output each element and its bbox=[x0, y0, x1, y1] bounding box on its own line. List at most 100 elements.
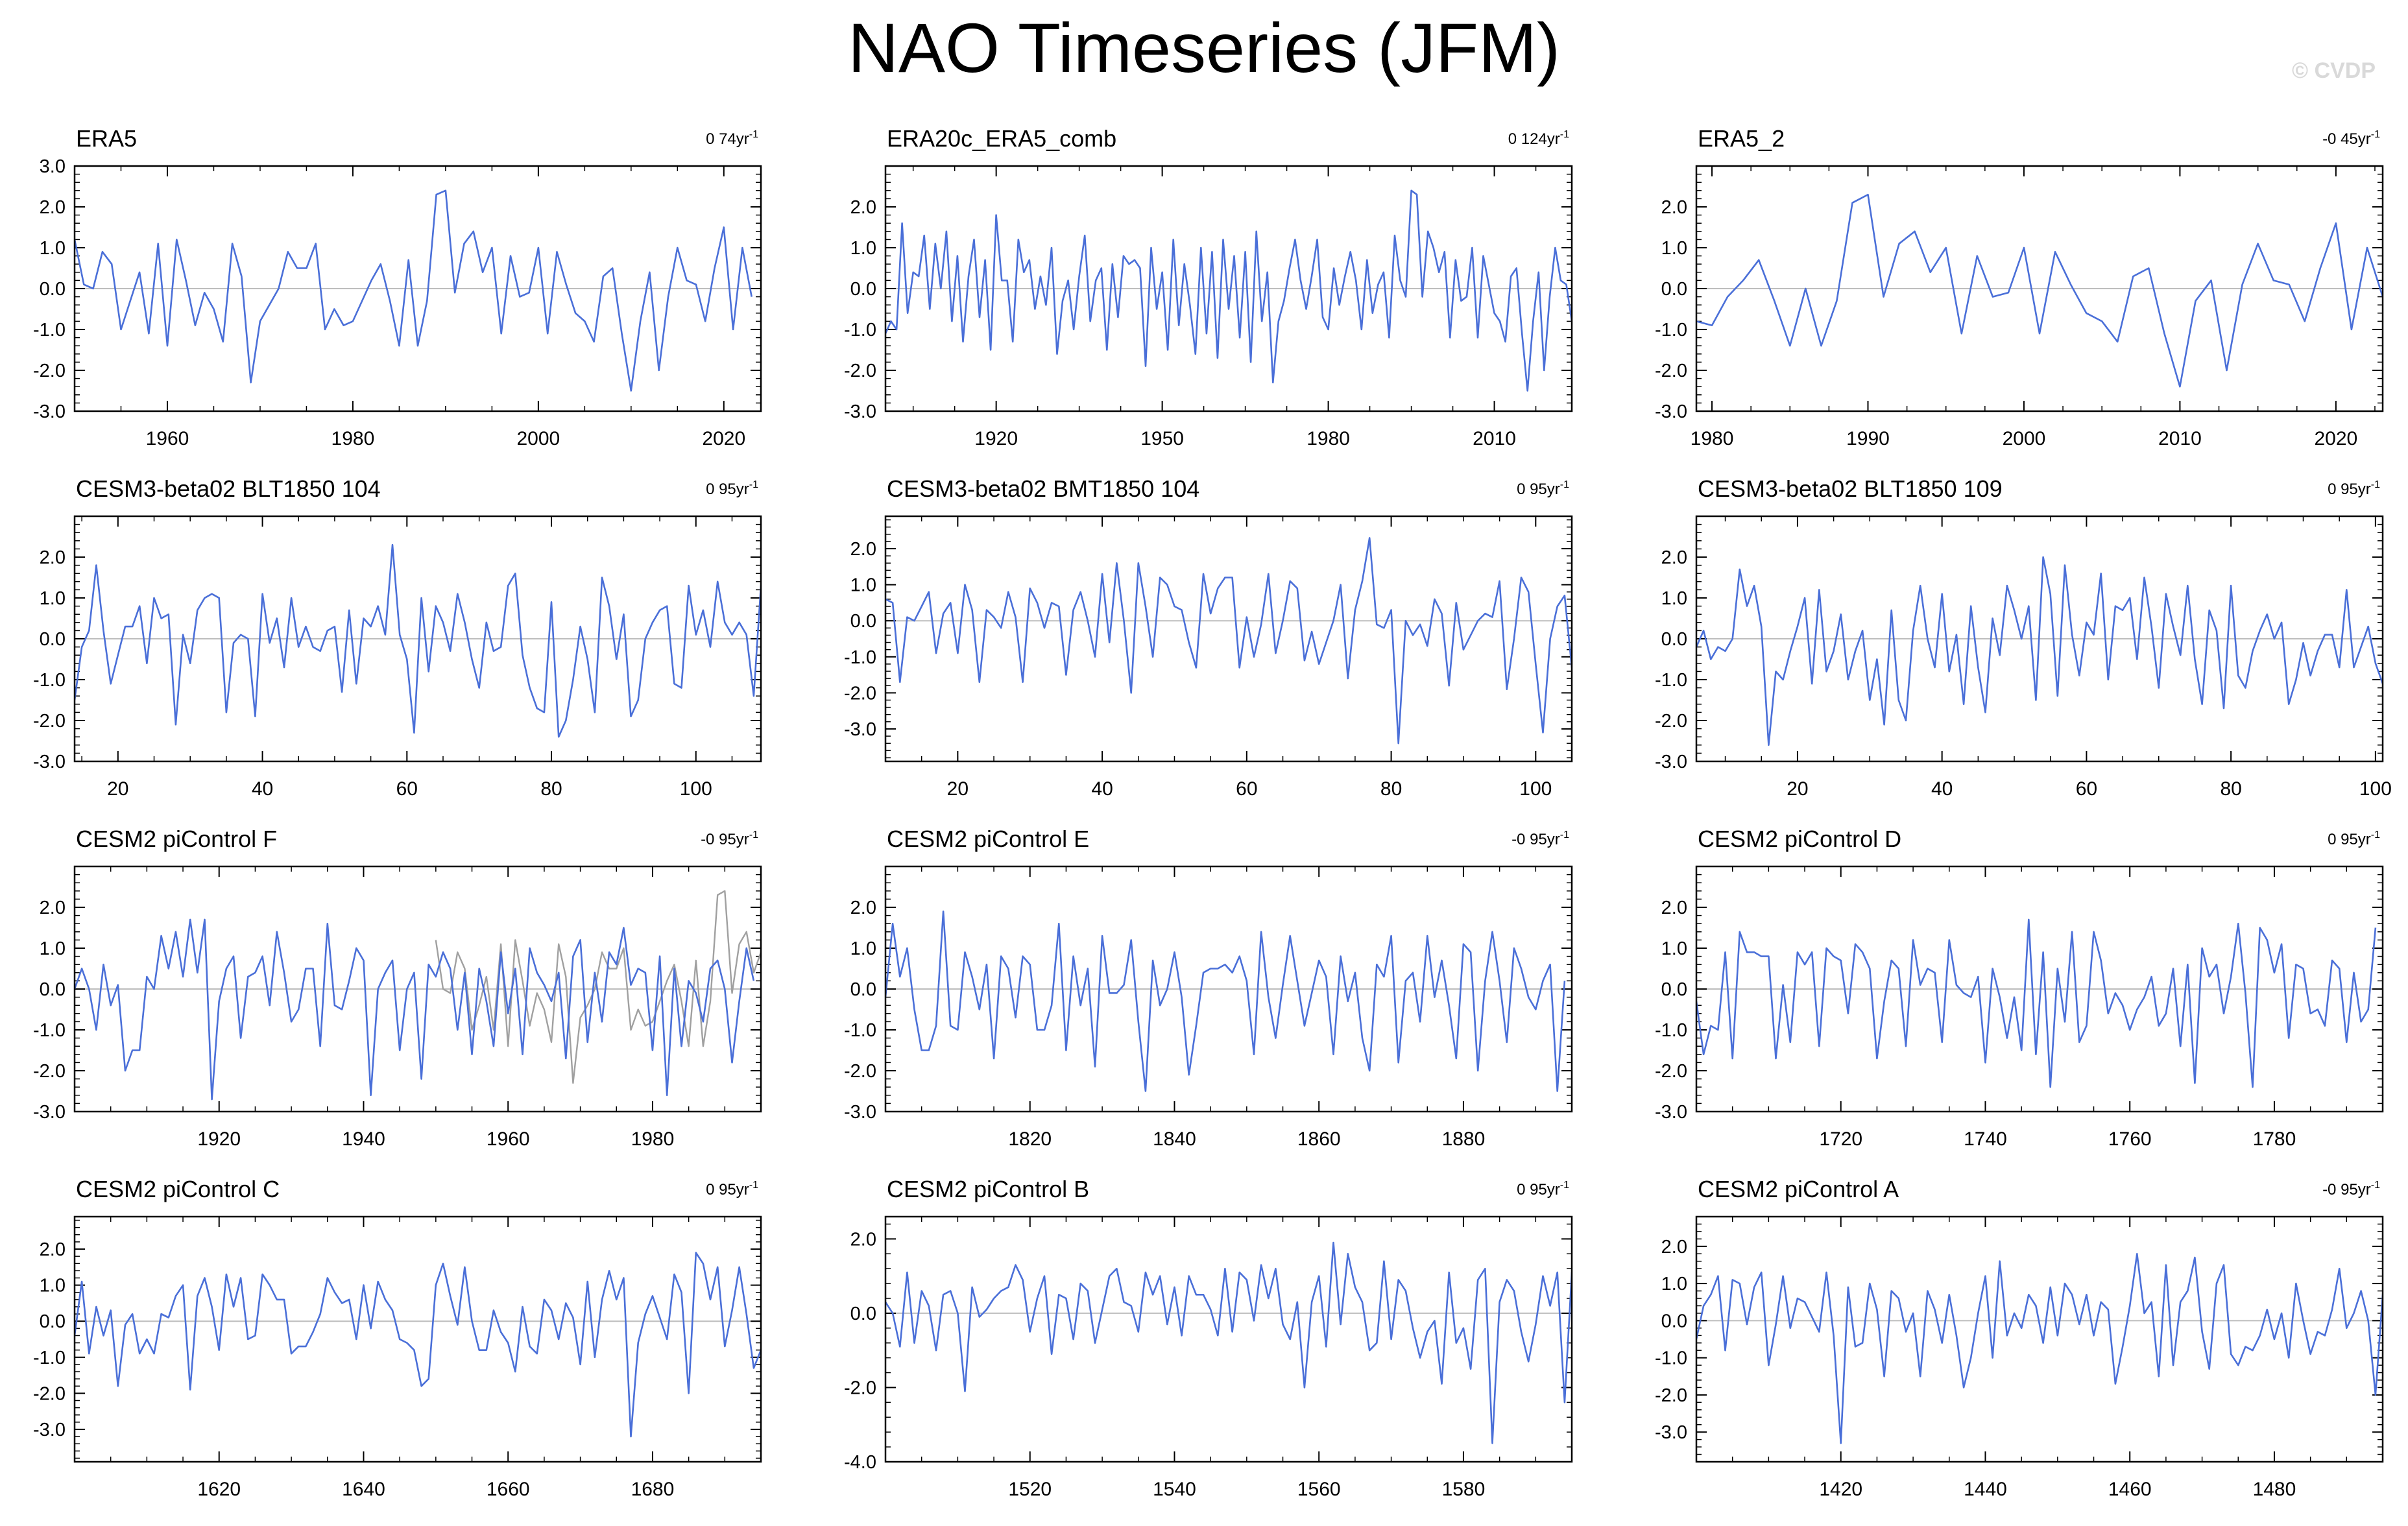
y-tick-label: -1.0 bbox=[844, 1020, 876, 1041]
y-tick-label: 1.0 bbox=[1661, 938, 1687, 959]
series-line bbox=[1696, 556, 2383, 746]
series-line bbox=[885, 189, 1572, 392]
trend-label: 0 74yr-1 bbox=[706, 129, 758, 148]
x-tick-label: 1940 bbox=[342, 1128, 385, 1150]
x-tick-label: 1960 bbox=[146, 428, 189, 449]
x-tick-label: 1950 bbox=[1140, 428, 1184, 449]
x-tick-label: 1720 bbox=[1819, 1128, 1862, 1150]
panel-3: ERA5_2 -0 45yr-1 2.0 1.0 0.0 -1.0 -2.0 -3.01980… bbox=[1655, 125, 2384, 449]
trend-label: 0 95yr-1 bbox=[2328, 479, 2380, 498]
x-tick-label: 1980 bbox=[1306, 428, 1350, 449]
trend-label: 0 124yr-1 bbox=[1508, 129, 1569, 148]
y-tick-label: 1.0 bbox=[40, 1276, 66, 1296]
series-line bbox=[1696, 193, 2383, 388]
y-tick-label: 2.0 bbox=[1661, 1237, 1687, 1258]
y-tick-label: -1.0 bbox=[33, 320, 66, 340]
trend-label: 0 95yr-1 bbox=[1517, 1180, 1569, 1198]
plot-frame bbox=[73, 865, 762, 1113]
y-tick-label: 1.0 bbox=[40, 588, 66, 609]
panel-title: CESM3-beta02 BLT1850 109 bbox=[1698, 475, 2003, 502]
y-tick-label: -2.0 bbox=[33, 1061, 66, 1082]
x-tick-label: 1860 bbox=[1297, 1128, 1341, 1150]
y-tick-label: 0.0 bbox=[1661, 1311, 1687, 1331]
x-tick-label: 60 bbox=[396, 778, 418, 800]
y-tick-label: -2.0 bbox=[844, 1377, 876, 1398]
y-tick-label: 2.0 bbox=[850, 539, 876, 560]
y-tick-label: 1.0 bbox=[40, 938, 66, 959]
x-tick-label: 2000 bbox=[516, 428, 560, 449]
y-tick-label: -3.0 bbox=[33, 401, 66, 422]
y-tick-label: 2.0 bbox=[40, 1239, 66, 1260]
y-tick-label: 2.0 bbox=[40, 197, 66, 218]
y-tick-label: 0.0 bbox=[850, 979, 876, 1000]
series-line bbox=[885, 537, 1572, 745]
y-tick-label: 0.0 bbox=[1661, 629, 1687, 650]
y-tick-label: 2.0 bbox=[850, 1229, 876, 1250]
x-tick-label: 60 bbox=[2076, 778, 2097, 800]
y-tick-label: -1.0 bbox=[844, 647, 876, 668]
y-tick-label: -2.0 bbox=[844, 361, 876, 381]
x-tick-label: 1480 bbox=[2253, 1479, 2296, 1500]
series-line bbox=[885, 911, 1566, 1092]
series-line bbox=[75, 1252, 761, 1438]
plot-frame bbox=[884, 865, 1573, 1113]
plot-frame bbox=[73, 165, 762, 412]
y-tick-label: 3.0 bbox=[40, 156, 66, 177]
y-tick-label: 2.0 bbox=[850, 898, 876, 918]
panel-title: CESM2 piControl F bbox=[76, 826, 277, 852]
x-tick-label: 40 bbox=[1091, 778, 1113, 800]
trend-label: -0 95yr-1 bbox=[1511, 829, 1569, 848]
y-tick-label: 2.0 bbox=[40, 898, 66, 918]
y-tick-label: -3.0 bbox=[844, 1102, 876, 1123]
trend-label: 0 95yr-1 bbox=[706, 479, 758, 498]
y-tick-label: -2.0 bbox=[1655, 1385, 1687, 1406]
trend-label: 0 95yr-1 bbox=[706, 1180, 758, 1198]
x-tick-label: 1580 bbox=[1442, 1479, 1486, 1500]
y-tick-label: -3.0 bbox=[844, 719, 876, 740]
plot-frame bbox=[1695, 515, 2384, 763]
plot-frame bbox=[1695, 1215, 2384, 1463]
cvdp-watermark: © CVDP bbox=[2292, 58, 2376, 83]
y-tick-label: 1.0 bbox=[850, 238, 876, 259]
panel-title: CESM3-beta02 BLT1850 104 bbox=[76, 475, 381, 502]
x-tick-label: 1960 bbox=[487, 1128, 530, 1150]
y-tick-label: -2.0 bbox=[844, 1061, 876, 1082]
y-tick-label: -1.0 bbox=[844, 320, 876, 340]
plot-frame bbox=[884, 165, 1573, 412]
y-tick-label: -3.0 bbox=[33, 752, 66, 772]
x-tick-label: 100 bbox=[2359, 778, 2392, 800]
trend-label: -0 45yr-1 bbox=[2322, 129, 2380, 148]
y-tick-label: 2.0 bbox=[1661, 898, 1687, 918]
minor-ticks bbox=[1696, 1216, 2383, 1462]
y-tick-label: 2.0 bbox=[1661, 547, 1687, 568]
y-tick-label: -2.0 bbox=[33, 711, 66, 732]
panel-9: CESM2 piControl D 0 95yr-1 2.0 1.0 0.0 -1.0 -2… bbox=[1655, 826, 2384, 1150]
panel-title: CESM2 piControl A bbox=[1698, 1176, 1899, 1202]
x-tick-label: 2020 bbox=[702, 428, 745, 449]
x-tick-label: 20 bbox=[107, 778, 128, 800]
x-tick-label: 1980 bbox=[331, 428, 375, 449]
plot-frame bbox=[73, 515, 762, 763]
y-tick-label: 0.0 bbox=[40, 279, 66, 300]
y-tick-label: 0.0 bbox=[40, 979, 66, 1000]
x-tick-label: 40 bbox=[1931, 778, 1953, 800]
y-tick-label: -1.0 bbox=[1655, 1348, 1687, 1369]
y-tick-label: -2.0 bbox=[1655, 361, 1687, 381]
panel-2: ERA20c_ERA5_comb 0 124yr-1 2.0 1.0 0.0 -1.0 -2… bbox=[844, 125, 1573, 449]
y-tick-label: 1.0 bbox=[40, 238, 66, 259]
x-tick-label: 1820 bbox=[1008, 1128, 1052, 1150]
y-tick-label: 2.0 bbox=[850, 197, 876, 218]
panel-title: ERA5_2 bbox=[1698, 125, 1785, 152]
x-tick-label: 1840 bbox=[1153, 1128, 1196, 1150]
x-tick-label: 1660 bbox=[487, 1479, 530, 1500]
series-line bbox=[1696, 1253, 2383, 1444]
x-tick-label: 60 bbox=[1236, 778, 1257, 800]
x-tick-label: 1980 bbox=[1691, 428, 1734, 449]
x-tick-label: 1460 bbox=[2108, 1479, 2152, 1500]
x-tick-label: 2020 bbox=[2314, 428, 2357, 449]
x-tick-label: 1880 bbox=[1442, 1128, 1486, 1150]
series-line bbox=[885, 1241, 1572, 1444]
y-tick-label: -1.0 bbox=[1655, 1020, 1687, 1041]
y-tick-label: 0.0 bbox=[850, 279, 876, 300]
y-tick-label: 0.0 bbox=[40, 1311, 66, 1332]
